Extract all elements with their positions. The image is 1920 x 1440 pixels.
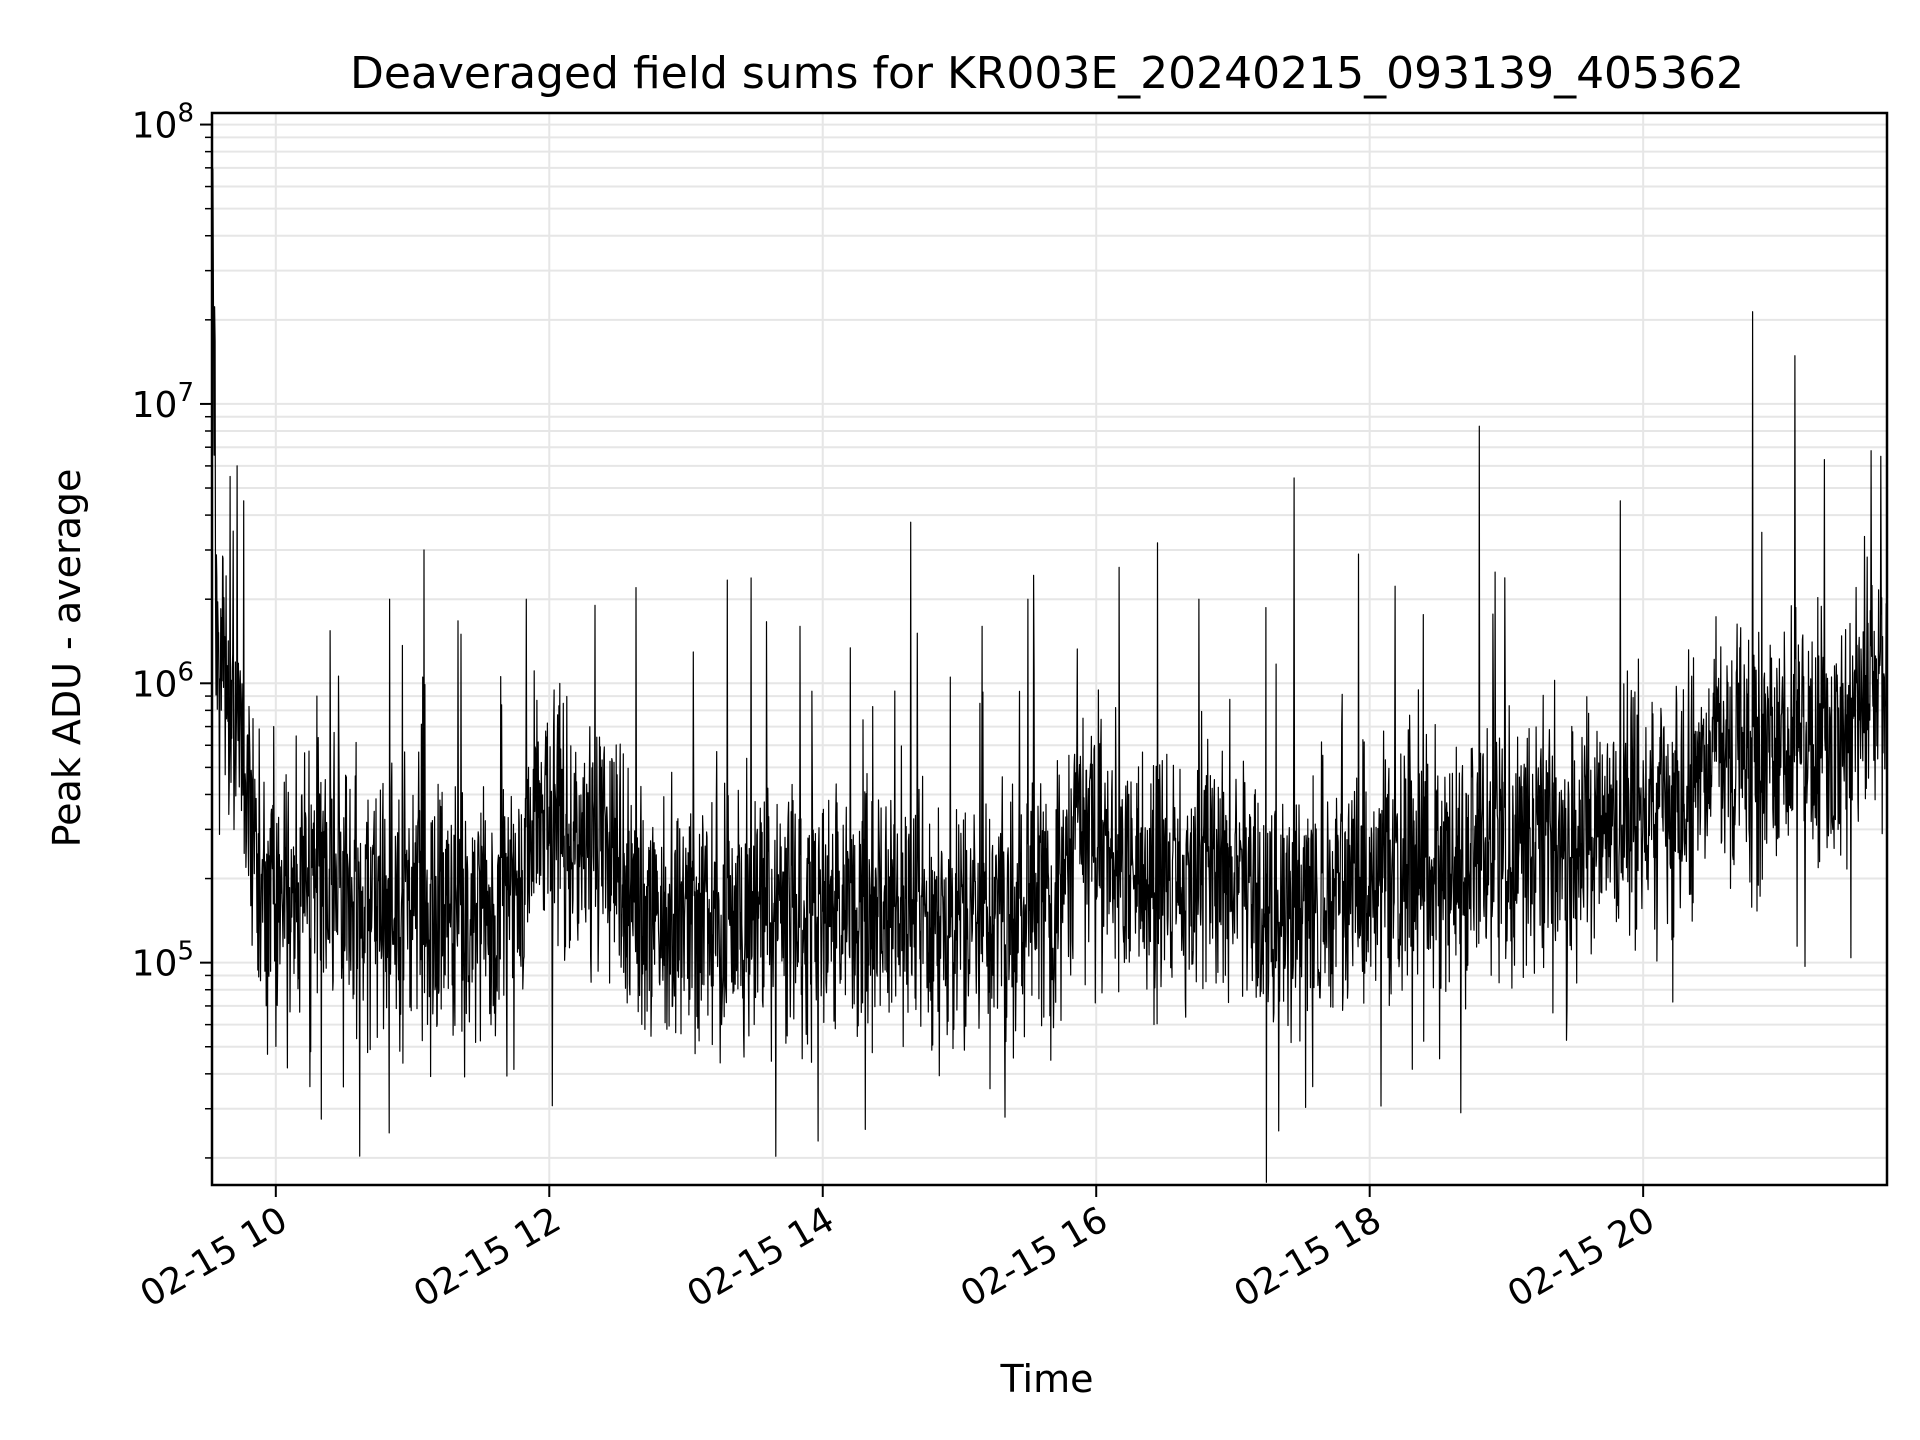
plot-area (212, 168, 1887, 1183)
x-axis-title: Time (1000, 1357, 1094, 1401)
chart-title: Deaveraged field sums for KR003E_2024021… (350, 48, 1744, 99)
y-tick-label: 106 (132, 657, 194, 705)
y-axis-title: Peak ADU - average (45, 469, 89, 848)
y-tick-label: 107 (132, 378, 194, 426)
series-line (212, 168, 1887, 1183)
y-tick-label: 108 (132, 99, 194, 147)
y-axis: 105 106 107 108 (132, 99, 212, 1159)
y-tick-label: 105 (132, 937, 194, 985)
plot-frame (210, 111, 1889, 1187)
